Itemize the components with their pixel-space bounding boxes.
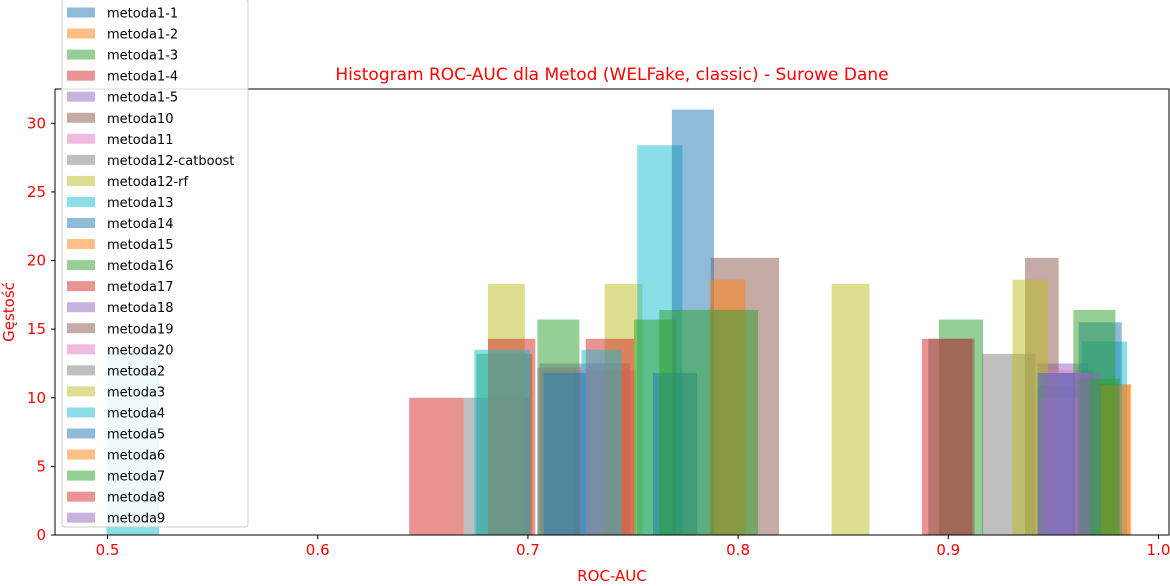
legend-swatch-metoda7 <box>67 470 95 481</box>
y-tick-label: 25 <box>27 183 46 201</box>
legend-label-metoda12-rf: metoda12-rf <box>107 175 189 190</box>
y-axis-label: Gęstość <box>0 282 18 342</box>
legend-label-metoda17: metoda17 <box>107 280 173 295</box>
legend-label-metoda1-3: metoda1-3 <box>107 49 178 64</box>
legend-swatch-metoda16 <box>67 260 95 271</box>
bar-metoda5-0 <box>543 373 586 535</box>
legend-swatch-metoda12-catboost <box>67 154 95 165</box>
legend-label-metoda20: metoda20 <box>107 343 173 358</box>
legend-label-metoda3: metoda3 <box>107 385 165 400</box>
legend-label-metoda4: metoda4 <box>107 406 165 421</box>
legend-swatch-metoda11 <box>67 133 95 144</box>
bar-metoda4-2 <box>581 349 622 535</box>
legend-label-metoda7: metoda7 <box>107 470 165 485</box>
legend-swatch-metoda8 <box>67 491 95 502</box>
legend-swatch-metoda13 <box>67 196 95 207</box>
legend-swatch-metoda4 <box>67 407 95 418</box>
legend-swatch-metoda9 <box>67 512 95 523</box>
legend-label-metoda5: metoda5 <box>107 428 165 443</box>
x-tick-label: 1.0 <box>1147 541 1170 559</box>
x-tick-label: 0.7 <box>516 541 540 559</box>
bar-metoda12-rf-2 <box>831 283 870 535</box>
y-tick-label: 20 <box>27 252 46 270</box>
x-tick-label: 0.8 <box>726 541 750 559</box>
legend-label-metoda13: metoda13 <box>107 196 173 211</box>
bar-metoda7-0 <box>659 309 759 535</box>
legend-swatch-metoda19 <box>67 323 95 334</box>
legend-label-metoda1-5: metoda1-5 <box>107 91 178 106</box>
x-axis-label: ROC-AUC <box>577 567 647 585</box>
y-tick-label: 30 <box>27 114 46 132</box>
legend-label-metoda14: metoda14 <box>107 217 173 232</box>
legend-label-metoda6: metoda6 <box>107 449 165 464</box>
legend-label-metoda9: metoda9 <box>107 512 165 527</box>
bar-metoda9-0 <box>1041 373 1091 535</box>
legend-swatch-metoda14 <box>67 218 95 228</box>
legend-swatch-metoda18 <box>67 302 95 313</box>
legend-label-metoda1-2: metoda1-2 <box>107 28 178 43</box>
legend-swatch-metoda15 <box>67 239 95 250</box>
legend-swatch-metoda1-1 <box>67 7 95 18</box>
y-axis-ticks: 0 5 10 15 20 25 30 <box>27 114 55 544</box>
legend-swatch-metoda1-2 <box>67 28 95 39</box>
legend-swatch-metoda5 <box>67 428 95 439</box>
x-tick-label: 0.9 <box>936 541 960 559</box>
legend-swatch-metoda1-4 <box>67 70 95 81</box>
y-tick-label: 0 <box>36 526 46 544</box>
legend-label-metoda8: metoda8 <box>107 491 165 506</box>
legend-swatch-metoda20 <box>67 344 95 355</box>
legend-swatch-metoda6 <box>67 449 95 460</box>
legend-swatch-metoda12-rf <box>67 175 95 186</box>
bar-metoda1-4-0 <box>409 397 464 535</box>
legend-label-metoda1-1: metoda1-1 <box>107 7 178 22</box>
legend-label-metoda15: metoda15 <box>107 238 173 253</box>
legend-swatch-metoda1-3 <box>67 49 95 60</box>
legend: metoda1-1 metoda1-2 metoda1-3 metoda1-4 meto… <box>61 0 249 528</box>
legend-label-metoda2: metoda2 <box>107 364 165 379</box>
legend-swatch-metoda3 <box>67 386 95 397</box>
legend-box <box>61 0 249 528</box>
x-tick-label: 0.5 <box>96 541 120 559</box>
chart-title: Histogram ROC-AUC dla Metod (WELFake, cl… <box>335 65 888 85</box>
legend-label-metoda12-catboost: metoda12-catboost <box>107 154 234 169</box>
bar-metoda4-1 <box>474 349 531 535</box>
legend-label-metoda1-4: metoda1-4 <box>107 70 178 85</box>
legend-swatch-metoda17 <box>67 281 95 292</box>
legend-label-metoda10: metoda10 <box>107 112 173 127</box>
legend-label-metoda11: metoda11 <box>107 133 173 148</box>
x-axis-ticks: 0.5 0.6 0.7 0.8 0.9 1.0 <box>96 535 1170 559</box>
y-tick-label: 10 <box>27 389 46 407</box>
legend-swatch-metoda2 <box>67 365 95 376</box>
bars-layer <box>106 109 1132 535</box>
plot-frame <box>54 88 1170 536</box>
legend-swatch-metoda1-5 <box>67 91 95 102</box>
legend-label-metoda19: metoda19 <box>107 322 173 337</box>
legend-swatch-metoda10 <box>67 112 95 123</box>
legend-label-metoda18: metoda18 <box>107 301 173 316</box>
legend-label-metoda16: metoda16 <box>107 259 173 274</box>
bar-metoda19-0 <box>928 338 975 535</box>
y-tick-label: 15 <box>27 320 46 338</box>
x-tick-label: 0.6 <box>306 541 330 559</box>
y-tick-label: 5 <box>36 457 46 475</box>
